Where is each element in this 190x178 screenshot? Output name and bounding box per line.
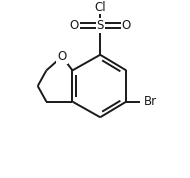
Text: S: S xyxy=(97,19,104,32)
Text: O: O xyxy=(57,50,67,63)
Text: O: O xyxy=(70,19,79,32)
Text: Cl: Cl xyxy=(94,1,106,14)
Text: Br: Br xyxy=(144,95,157,108)
Text: O: O xyxy=(122,19,131,32)
